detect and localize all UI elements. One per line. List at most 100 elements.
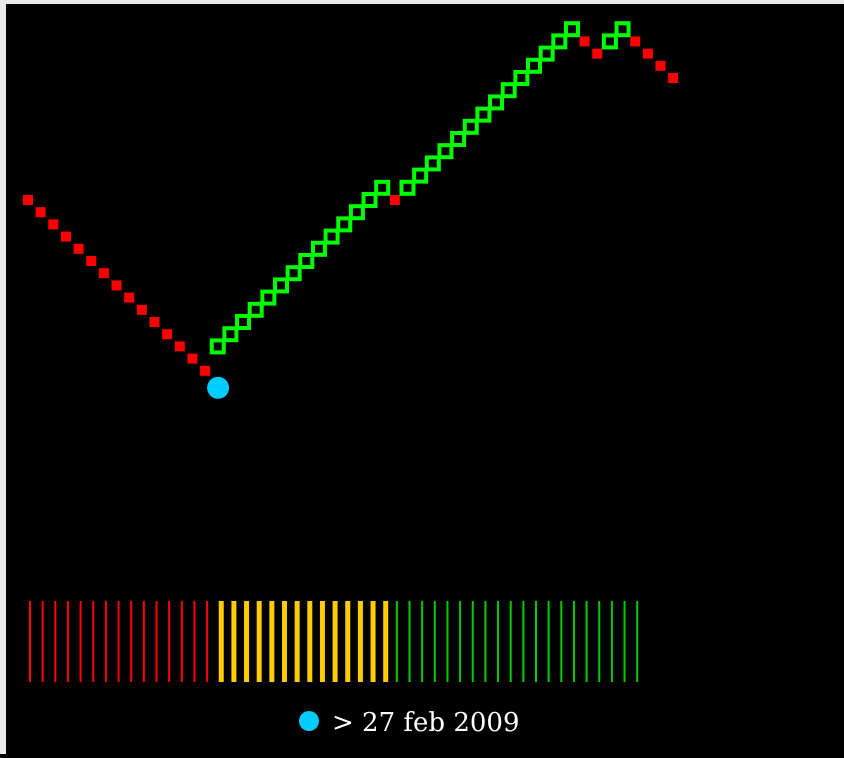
step-mark	[450, 131, 467, 147]
step-mark	[323, 228, 340, 245]
signal-bar-yellow	[370, 601, 376, 682]
signal-bar-green	[459, 601, 462, 682]
step-mark	[187, 353, 198, 364]
legend-dot-icon	[299, 711, 319, 731]
signal-bar-yellow	[244, 601, 250, 682]
signal-bar-red	[79, 601, 82, 682]
step-mark	[526, 57, 542, 74]
step-mark	[348, 204, 365, 221]
step-mark	[424, 155, 441, 172]
step-mark	[475, 106, 492, 123]
signal-bar-yellow	[256, 601, 262, 682]
signal-bars	[29, 601, 639, 682]
signal-bar-red	[104, 601, 107, 682]
step-mark	[174, 341, 185, 352]
step-mark	[136, 304, 147, 315]
step-mark	[592, 48, 603, 59]
step-mark	[86, 256, 97, 266]
signal-bar-yellow	[231, 601, 237, 682]
signal-bar-yellow	[383, 601, 389, 682]
step-mark	[200, 365, 211, 376]
signal-bar-red	[206, 601, 209, 682]
legend: > 27 feb 2009	[299, 708, 519, 738]
step-mark	[668, 73, 679, 83]
step-mark	[285, 265, 302, 282]
step-mark	[260, 289, 277, 306]
signal-bar-yellow	[269, 601, 275, 682]
step-mark	[222, 326, 239, 343]
step-mark	[48, 219, 59, 230]
signal-bar-red	[92, 601, 95, 682]
step-mark	[35, 207, 46, 218]
step-series	[23, 21, 679, 376]
signal-bar-red	[54, 601, 57, 682]
step-mark	[601, 33, 618, 50]
signal-bar-green	[610, 601, 613, 682]
signal-bar-red	[180, 601, 183, 682]
step-mark	[500, 82, 517, 99]
signal-bar-green	[636, 601, 639, 682]
signal-bar-green	[535, 601, 537, 682]
signal-bar-green	[509, 601, 512, 682]
step-mark	[162, 329, 173, 340]
signal-bar-green	[560, 601, 563, 682]
signal-bar-yellow	[319, 601, 325, 682]
step-mark	[437, 143, 454, 160]
signal-bar-green	[408, 601, 411, 682]
step-mark	[389, 195, 400, 205]
step-mark	[361, 192, 378, 208]
signal-bar-red	[29, 601, 31, 682]
price-step-chart: > 27 feb 2009	[23, 21, 679, 738]
signal-bar-yellow	[357, 601, 363, 682]
signal-bar-red	[193, 601, 196, 682]
step-mark	[642, 48, 653, 59]
signal-bar-green	[522, 601, 525, 682]
signal-bar-yellow	[294, 601, 300, 682]
signal-bar-green	[623, 601, 626, 682]
step-mark	[655, 60, 666, 71]
signal-bar-red	[130, 601, 133, 682]
step-mark	[513, 70, 530, 86]
step-mark	[614, 21, 631, 38]
step-mark	[124, 292, 135, 303]
signal-bar-green	[421, 601, 424, 682]
step-mark	[488, 94, 505, 111]
signal-bar-green	[484, 601, 487, 682]
step-mark	[149, 317, 160, 327]
step-mark	[247, 301, 264, 318]
step-mark	[23, 195, 33, 205]
step-mark	[60, 231, 71, 242]
signal-bar-yellow	[282, 601, 287, 682]
step-mark	[273, 277, 289, 294]
signal-marker-dot	[207, 376, 230, 399]
step-mark	[235, 314, 252, 330]
signal-bar-red	[41, 601, 44, 682]
step-mark	[209, 338, 226, 355]
signal-bar-red	[168, 601, 171, 682]
signal-bar-green	[598, 601, 601, 682]
step-mark	[579, 36, 590, 47]
marker-layer	[207, 376, 230, 399]
signal-bar-yellow	[218, 601, 224, 682]
step-mark	[630, 36, 641, 47]
signal-bar-yellow	[307, 601, 313, 682]
signal-bar-green	[585, 601, 588, 682]
signal-bar-red	[142, 601, 145, 682]
signal-bar-green	[446, 601, 449, 682]
step-mark	[412, 167, 429, 184]
legend-label: > 27 feb 2009	[332, 708, 519, 738]
step-mark	[399, 179, 416, 196]
signal-bar-green	[572, 601, 575, 682]
signal-bar-green	[497, 601, 500, 682]
step-mark	[298, 253, 315, 269]
signal-bar-red	[117, 601, 120, 682]
step-mark	[563, 21, 580, 38]
step-mark	[73, 243, 84, 254]
signal-bar-red	[66, 601, 69, 682]
signal-bar-green	[547, 601, 550, 682]
step-mark	[538, 45, 555, 62]
step-mark	[111, 280, 122, 291]
signal-bar-green	[471, 601, 474, 682]
step-mark	[310, 240, 327, 257]
